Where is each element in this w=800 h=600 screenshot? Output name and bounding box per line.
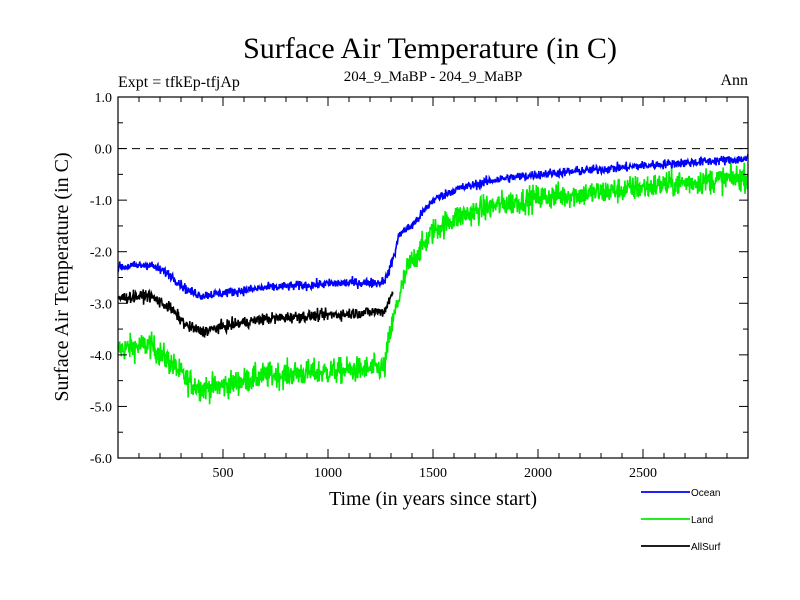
y-tick-label: -2.0 [90,246,112,261]
experiment-label: Expt = tfkEp-tfjAp [118,74,240,91]
period-label: Ann [720,72,748,89]
series-line-ocean [118,153,748,301]
legend-label-ocean: Ocean [691,488,720,499]
plot-frame [117,96,749,459]
x-axis-label: Time (in years since start) [329,488,537,510]
y-tick-label: -3.0 [90,297,112,312]
x-tick-label: 1000 [314,466,342,481]
chart-subtitle: 204_9_MaBP - 204_9_MaBP [344,69,523,85]
x-tick-label: 1500 [419,466,447,481]
y-tick-label: -5.0 [90,400,112,415]
series-line-land [118,159,748,405]
y-tick-label: -4.0 [90,349,112,364]
x-tick-label: 500 [213,466,234,481]
y-tick-label: -1.0 [90,194,112,209]
x-tick-label: 2000 [524,466,552,481]
y-axis-label: Surface Air Temperature (in C) [51,152,73,401]
chart-title: Surface Air Temperature (in C) [243,32,617,65]
legend-label-land: Land [691,515,713,526]
y-tick-label: 1.0 [95,91,113,106]
legend-label-allsurf: AllSurf [691,542,721,553]
plot-area: -6.0 -5.0 -4.0 -3.0 -2.0 -1.0 0.0 1.0 500 1000 150… [90,91,749,481]
series-line-allsurf [118,288,394,338]
y-tick-label: 0.0 [95,143,113,158]
legend: Ocean Land AllSurf [641,488,721,553]
y-tick-label: -6.0 [90,452,112,467]
x-tick-label: 2500 [629,466,657,481]
